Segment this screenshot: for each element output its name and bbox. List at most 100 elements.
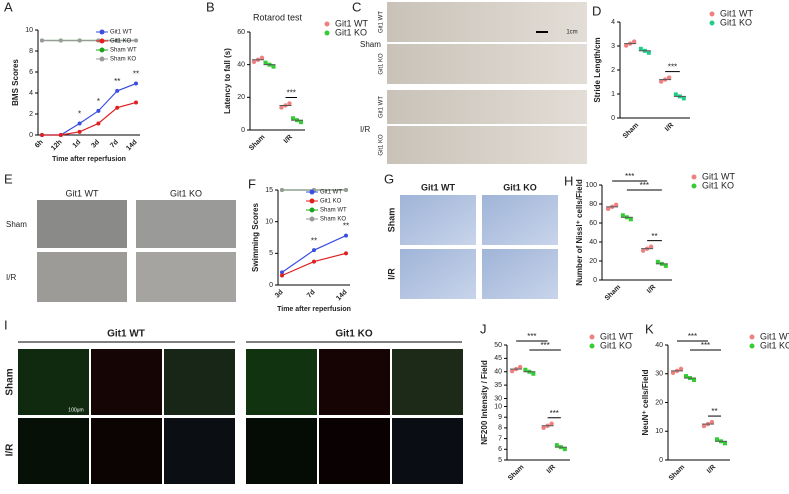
y-axis-label: Stride Length/cm [593, 37, 602, 102]
point [549, 421, 554, 426]
image [387, 126, 587, 164]
y-tick-label: 20 [655, 399, 663, 406]
y-tick-label: 4 [611, 19, 615, 26]
y-tick-label: 8 [29, 48, 33, 55]
y-tick-label: 30 [655, 371, 663, 378]
point [620, 213, 625, 218]
y-tick-label: 8 [498, 425, 502, 432]
legend-label: Sham WT [110, 48, 137, 54]
point [77, 121, 82, 126]
legend-label: Git1 KO [760, 340, 789, 350]
image [319, 349, 390, 415]
image [164, 349, 235, 415]
y-tick-label: 100 [585, 182, 597, 189]
point [715, 437, 720, 442]
x-tick-label: 14d [125, 139, 138, 152]
y-tick-label: 20 [237, 94, 245, 101]
y-tick-label: 60 [589, 220, 597, 227]
annotation: * [97, 97, 100, 106]
y-tick-label: 10 [494, 403, 502, 410]
point [312, 248, 316, 253]
y-tick-label: 30 [494, 395, 502, 402]
legend-swatch [589, 334, 595, 340]
point [628, 217, 633, 222]
image [392, 349, 463, 415]
col-label: Git1 WT [107, 329, 145, 340]
y-tick-label: 2 [29, 111, 33, 118]
y-tick-label: 10 [655, 428, 663, 435]
legend-label: Git1 KO [600, 340, 632, 350]
y-tick-label: 0 [269, 282, 273, 289]
point [280, 270, 284, 275]
point [638, 46, 643, 51]
legend-swatch [691, 174, 697, 180]
annotation: *** [640, 181, 649, 190]
y-tick-label: 15 [265, 187, 273, 194]
point [259, 55, 265, 60]
legend-label: Git1 KO [320, 199, 342, 205]
legend-swatch [749, 334, 755, 340]
col-label: Git1 WT [379, 96, 385, 118]
point [96, 108, 101, 113]
annotation: *** [701, 341, 710, 350]
y-tick-label: 45 [494, 355, 502, 362]
legend-swatch [99, 56, 105, 62]
point [562, 447, 567, 452]
annotation: *** [540, 341, 549, 350]
legend-label: Git1 WT [720, 8, 754, 18]
point [655, 259, 660, 264]
point [554, 443, 559, 448]
y-axis-label: NeuN⁺ cells/Field [641, 369, 650, 435]
chart-title: Rotarod test [253, 12, 303, 22]
point [640, 248, 646, 253]
y-tick-label: 0 [29, 132, 33, 139]
legend-swatch [99, 38, 105, 44]
point [344, 233, 348, 238]
point [517, 364, 523, 370]
point [678, 366, 684, 372]
y-tick-label: 0 [659, 457, 663, 464]
point [77, 38, 82, 43]
y-tick-label: 40 [494, 369, 502, 376]
point [658, 79, 664, 84]
legend-swatch [589, 343, 595, 349]
legend-label: Sham KO [110, 57, 136, 63]
row-label: Sham [360, 40, 381, 49]
y-tick-label: 1 [611, 91, 615, 98]
y-tick-label: 5 [269, 250, 273, 257]
x-tick-label: 14d [335, 289, 348, 302]
y-tick-label: 6 [498, 446, 502, 453]
point [58, 38, 63, 43]
panel-label: K [645, 321, 654, 336]
y-tick-label: 3 [611, 43, 615, 50]
series-line [42, 101, 137, 136]
image [392, 418, 463, 484]
y-axis-label: Number of Nissl⁺ cells/Field [575, 179, 584, 286]
point [344, 251, 348, 256]
point [681, 96, 686, 101]
point [663, 263, 668, 268]
image [164, 418, 235, 484]
col-label: Git1 KO [379, 134, 385, 156]
y-tick-label: 6 [29, 69, 33, 76]
x-tick-label: 3d [90, 139, 101, 150]
row-label: Sham [6, 220, 27, 229]
y-tick-label: 9 [498, 414, 502, 421]
point [115, 105, 120, 110]
x-tick-label: I/R [706, 464, 717, 475]
point [115, 88, 120, 93]
annotation: *** [668, 63, 677, 72]
legend-label: Git1 WT [702, 171, 736, 181]
y-tick-label: 40 [589, 239, 597, 246]
legend-label: Git1 WT [335, 18, 369, 28]
y-tick-label: 2 [611, 67, 615, 74]
col-label: Git1 WT [421, 182, 455, 192]
row-label: I/R [386, 268, 396, 280]
point [531, 371, 536, 376]
row-label: I/R [5, 443, 16, 457]
x-tick-label: I/R [646, 284, 657, 295]
x-tick-label: 12h [50, 139, 63, 152]
x-tick-label: 3d [274, 289, 285, 300]
point [280, 273, 284, 278]
